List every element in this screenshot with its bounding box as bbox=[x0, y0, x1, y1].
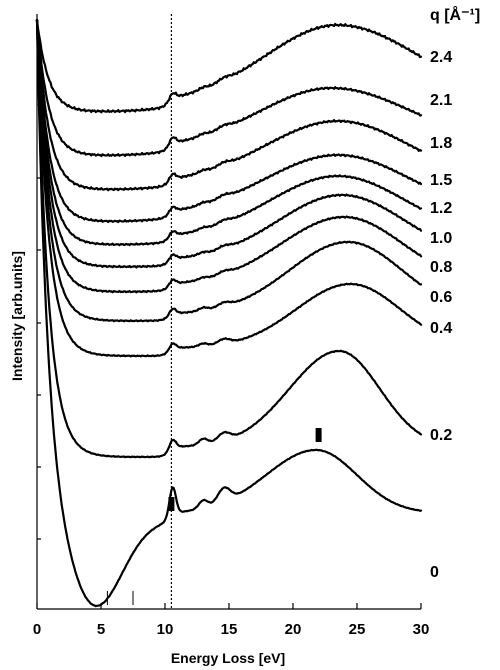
spectrum-q-2.1 bbox=[35, 18, 423, 158]
spectrum-q-1.0 bbox=[35, 18, 423, 269]
x-tick-labels: 0 5 10 15 20 25 30 bbox=[33, 621, 430, 638]
q-label-0: 0 bbox=[430, 564, 439, 581]
spectrum-q-1.8 bbox=[35, 18, 423, 192]
x-tick-label-3: 15 bbox=[221, 621, 238, 638]
spectrum-q-2.4 bbox=[35, 18, 423, 114]
spectrum-q-0.4 bbox=[35, 18, 423, 358]
q-label-0.8: 0.8 bbox=[430, 259, 452, 276]
peak-marker-1 bbox=[315, 428, 322, 442]
q-label-1.0: 1.0 bbox=[430, 230, 452, 247]
q-labels: 2.4 2.1 1.8 1.5 1.2 1.0 0.8 0.6 0.4 0.2 0 bbox=[430, 49, 452, 581]
spectrum-q-0.8 bbox=[35, 18, 423, 294]
q-label-1.8: 1.8 bbox=[430, 135, 452, 152]
q-label-2.4: 2.4 bbox=[430, 49, 452, 66]
q-label-0.6: 0.6 bbox=[430, 289, 452, 306]
spectrum-q-1.5 bbox=[35, 18, 423, 224]
spectrum-q-1.2 bbox=[35, 18, 423, 247]
x-tick-label-2: 10 bbox=[157, 621, 174, 638]
q-label-1.2: 1.2 bbox=[430, 200, 452, 217]
legend-title: q [Å⁻¹] bbox=[430, 5, 480, 24]
axes bbox=[36, 14, 421, 610]
x-axis-title: Energy Loss [eV] bbox=[171, 650, 285, 666]
q-label-1.5: 1.5 bbox=[430, 172, 452, 189]
spectra bbox=[35, 18, 423, 608]
spectrum-q-0.2 bbox=[35, 18, 423, 459]
q-label-0.4: 0.4 bbox=[430, 320, 452, 337]
x-tick-label-6: 30 bbox=[413, 621, 430, 638]
x-tick-label-1: 5 bbox=[97, 621, 105, 638]
x-tick-label-0: 0 bbox=[33, 621, 41, 638]
peak-marker-0 bbox=[168, 497, 175, 511]
x-tick-label-4: 20 bbox=[285, 621, 302, 638]
y-axis-title: Intensity [arb.units] bbox=[9, 251, 25, 381]
x-tick-label-5: 25 bbox=[349, 621, 366, 638]
q-label-0.2: 0.2 bbox=[430, 427, 452, 444]
q-label-2.1: 2.1 bbox=[430, 92, 452, 109]
spectrum-q-0 bbox=[35, 18, 423, 608]
spectrum-q-0.6 bbox=[35, 18, 423, 323]
peak-markers bbox=[168, 428, 322, 511]
